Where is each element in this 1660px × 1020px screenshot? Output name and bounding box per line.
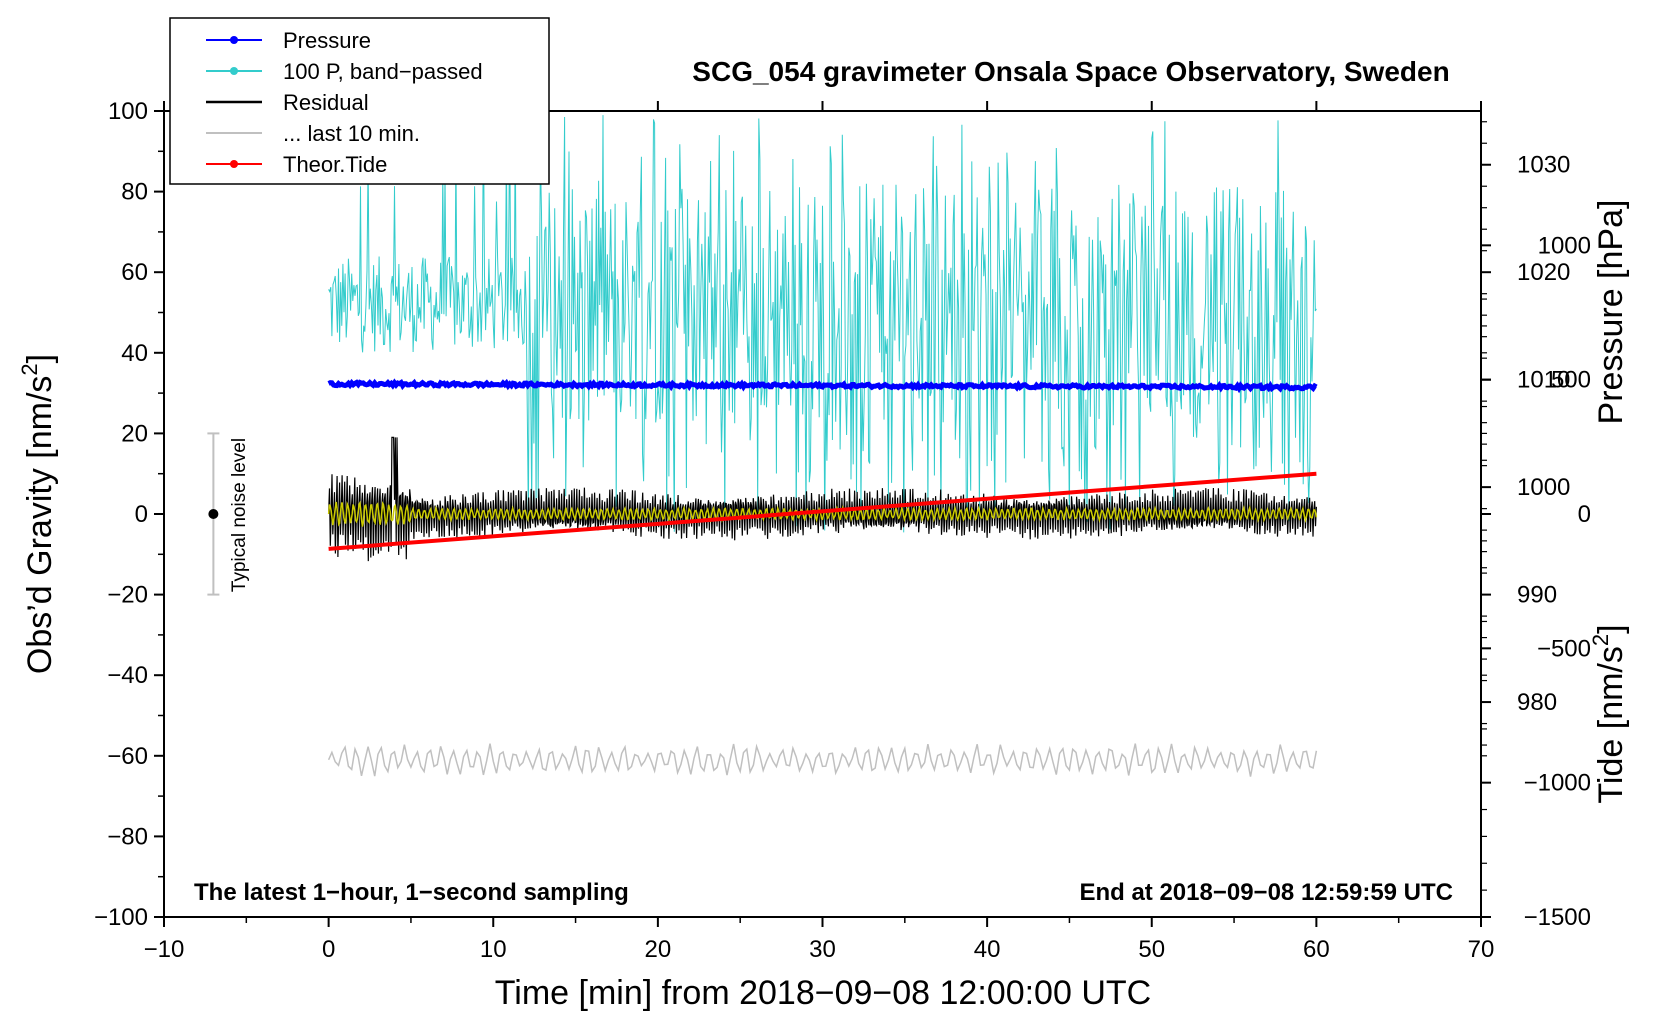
y-left-tick-label: −20 (107, 582, 148, 609)
noise-bar-center-dot (208, 509, 219, 519)
y-left-tick-label: −40 (107, 662, 148, 689)
y-tide-tick-label: −500 (1537, 635, 1591, 662)
y-left-tick-label: −60 (107, 743, 148, 770)
x-axis-title: Time [min] from 2018−09−08 12:00:00 UTC (495, 974, 1151, 1012)
legend-label: Theor.Tide (283, 152, 387, 177)
y-left-tick-label: 0 (135, 501, 148, 528)
legend-label: ... last 10 min. (283, 121, 420, 146)
annotation-end-time: End at 2018−09−08 12:59:59 UTC (1079, 879, 1453, 906)
y-tide-tick-label: 500 (1551, 367, 1591, 394)
y-axis-left-title-sup: 2 (17, 363, 42, 375)
series-layer (327, 111, 1318, 777)
y-axis-tide-title: Tide [nm/s2] (1588, 624, 1630, 803)
y-left-tick-label: 100 (108, 98, 148, 125)
legend-swatch-marker (230, 36, 238, 44)
series-residual-smoothed-line (327, 500, 1318, 527)
legend-swatch-marker (230, 160, 238, 168)
y-pressure-tick-label: 1020 (1517, 259, 1570, 286)
x-tick-label: 40 (974, 936, 1001, 963)
series-theor-tide-line (328, 471, 1317, 551)
legend: Pressure 100 P, band−passed Residual ... la… (169, 17, 550, 185)
y-axis-tide: −1500 −1000 −500 0 500 1000 (1481, 232, 1591, 931)
noise-bar-label: Typical noise level (229, 438, 250, 592)
y-axis-tide-title-main: Tide [nm/s (1592, 646, 1630, 803)
y-axis-tide-title-end: ] (1592, 624, 1630, 633)
y-axis-tide-title-sup: 2 (1588, 634, 1613, 646)
legend-swatch-marker (230, 67, 238, 75)
series-pressure-line (327, 378, 1318, 394)
y-left-tick-label: −100 (94, 904, 148, 931)
series-last-10-min-line (327, 743, 1318, 777)
y-left-tick-label: 60 (121, 259, 148, 286)
x-tick-label: 10 (480, 936, 507, 963)
y-axis-left-title-end: ] (21, 354, 59, 363)
x-tick-label: 30 (809, 936, 836, 963)
x-axis: −10 0 10 20 30 40 50 60 70 (144, 101, 1495, 963)
legend-label: Pressure (283, 28, 371, 53)
x-tick-label: 20 (645, 936, 672, 963)
series-residual-line (328, 436, 1317, 562)
y-left-tick-label: 20 (121, 420, 148, 447)
y-axis-left: −100 −80 −60 −40 −20 0 20 40 60 80 100 (94, 98, 164, 931)
legend-label: 100 P, band−passed (283, 59, 483, 84)
noise-bar: Typical noise level (207, 432, 250, 596)
legend-entries: Pressure 100 P, band−passed Residual ... la… (206, 28, 483, 177)
y-left-tick-label: 80 (121, 179, 148, 206)
x-tick-label: 60 (1303, 936, 1330, 963)
y-pressure-tick-label: 1000 (1517, 474, 1570, 501)
y-pressure-tick-label: 990 (1517, 582, 1557, 609)
chart-title: SCG_054 gravimeter Onsala Space Observat… (692, 56, 1449, 87)
y-axis-left-title: Obs’d Gravity [nm/s2] (17, 354, 59, 674)
y-tide-tick-label: 0 (1578, 501, 1591, 528)
y-tide-tick-label: 1000 (1538, 232, 1591, 259)
x-tick-label: 0 (322, 936, 335, 963)
y-pressure-tick-label: 1010 (1517, 367, 1570, 394)
x-tick-label: −10 (144, 936, 185, 963)
annotation-sampling: The latest 1−hour, 1−second sampling (194, 879, 629, 906)
series-band-passed-line (328, 111, 1317, 533)
x-tick-label: 50 (1138, 936, 1165, 963)
y-tide-tick-label: −1000 (1524, 770, 1591, 797)
legend-label: Residual (283, 90, 369, 115)
y-pressure-tick-label: 980 (1517, 689, 1557, 716)
x-tick-label: 70 (1468, 936, 1495, 963)
y-axis-pressure-title: Pressure [hPa] (1592, 200, 1630, 425)
y-pressure-tick-label: 1030 (1517, 152, 1570, 179)
y-tide-tick-label: −1500 (1524, 904, 1591, 931)
y-left-tick-label: 40 (121, 340, 148, 367)
y-left-tick-label: −80 (107, 823, 148, 850)
y-axis-pressure: 980 990 1000 1010 1020 1030 (1481, 121, 1570, 746)
y-axis-left-title-main: Obs’d Gravity [nm/s (21, 376, 59, 675)
